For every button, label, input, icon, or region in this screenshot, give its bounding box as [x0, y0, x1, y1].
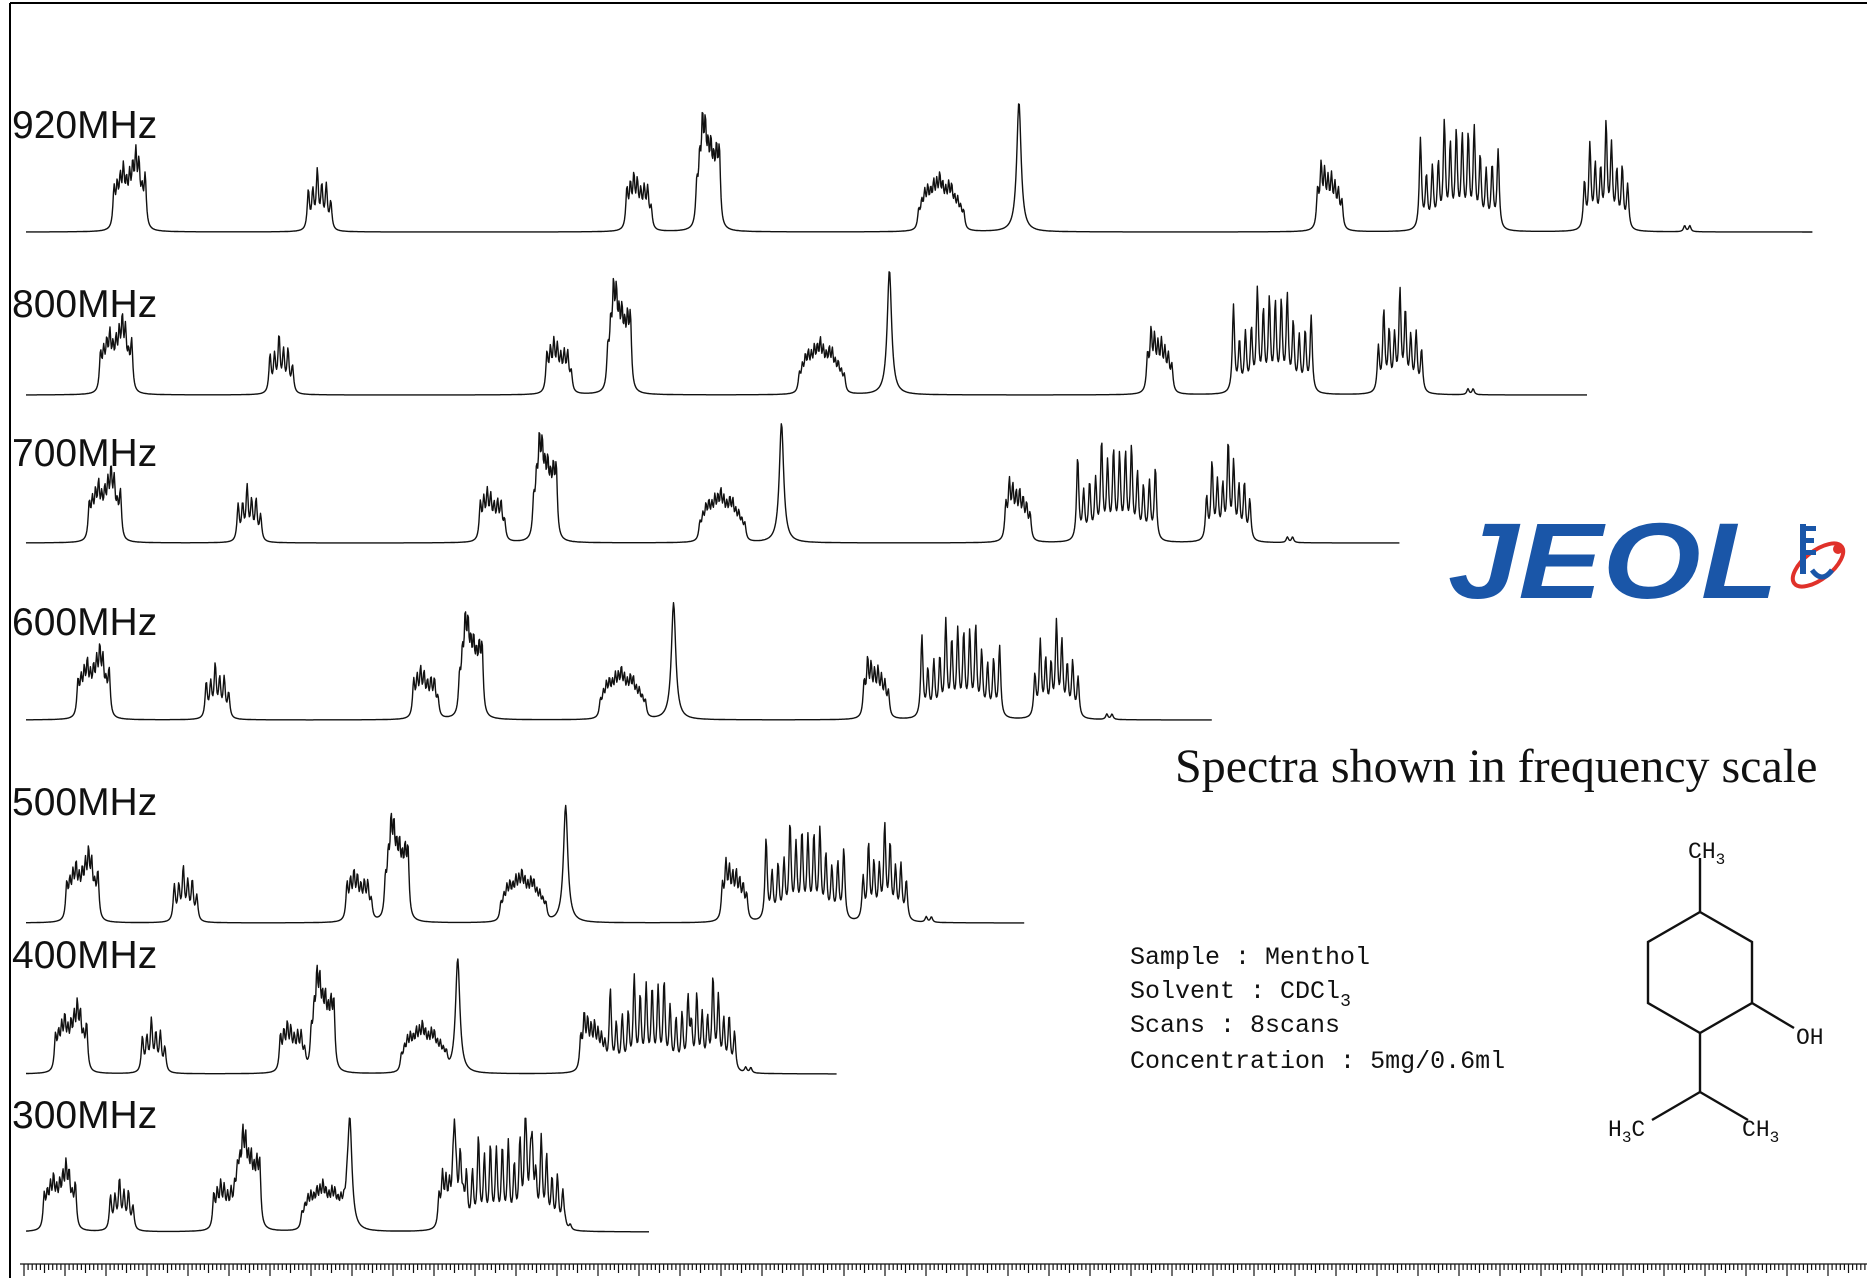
spectrum-trace-800mhz	[26, 271, 1587, 396]
sample-label: Sample	[1130, 943, 1220, 972]
jeol-logo: JEOL	[1448, 500, 1846, 621]
scans-label: Scans	[1130, 1011, 1205, 1040]
solvent-subscript: 3	[1340, 992, 1351, 1012]
frequency-label-500mhz: 500MHz	[12, 781, 157, 824]
spectrum-trace-300mhz	[26, 1117, 649, 1233]
jeol-logo-text: JEOL	[1448, 500, 1778, 621]
scans-value: 8scans	[1250, 1011, 1340, 1040]
solvent-value: CDCl	[1280, 977, 1340, 1006]
frequency-labels: 920MHz 800MHz 700MHz 600MHz 500MHz 400MHz 300M…	[12, 104, 157, 1137]
frequency-label-700mhz: 700MHz	[12, 432, 157, 475]
right-methyl-label: CH3	[1742, 1117, 1779, 1147]
caption-text: Spectra shown in frequency scale	[1175, 740, 1817, 793]
spectrum-trace-600mhz	[26, 602, 1212, 721]
top-methyl-label: CH3	[1688, 839, 1725, 869]
hydroxyl-bond	[1751, 1001, 1795, 1030]
frequency-label-400mhz: 400MHz	[12, 934, 157, 977]
frequency-axis	[20, 1263, 1867, 1276]
cyclohexane-ring	[1646, 910, 1754, 1035]
menthol-structure: CH3 OH H3C CH3	[1608, 839, 1824, 1147]
concentration-value: 5mg/0.6ml	[1370, 1047, 1505, 1076]
spectrum-trace-920mhz	[26, 103, 1813, 233]
frequency-label-300mhz: 300MHz	[12, 1094, 157, 1137]
isopropyl-left-bond	[1651, 1090, 1701, 1122]
spectrum-trace-500mhz	[26, 804, 1025, 924]
sample-line: Sample : Menthol	[1130, 943, 1370, 972]
sample-value: Menthol	[1265, 943, 1370, 972]
concentration-line: Concentration : 5mg/0.6ml	[1130, 1047, 1505, 1076]
jeol-emblem-icon	[1790, 524, 1846, 589]
solvent-line: Solvent : CDCl3	[1130, 977, 1351, 1012]
frequency-label-800mhz: 800MHz	[12, 283, 157, 326]
hydroxyl-label: OH	[1796, 1025, 1824, 1051]
concentration-label: Concentration	[1130, 1047, 1325, 1076]
spectra-stack	[25, 103, 1813, 1233]
frequency-label-600mhz: 600MHz	[12, 601, 157, 644]
isopropyl-right-bond	[1699, 1090, 1749, 1122]
spectrum-trace-400mhz	[26, 958, 837, 1075]
solvent-label: Solvent	[1130, 977, 1235, 1006]
scans-line: Scans : 8scans	[1130, 1011, 1340, 1040]
left-methyl-label: H3C	[1608, 1117, 1645, 1147]
frequency-label-920mhz: 920MHz	[12, 104, 157, 147]
spectrum-trace-700mhz	[25, 423, 1400, 544]
sample-info-block: Sample : Menthol Solvent : CDCl3 Scans :…	[1130, 943, 1505, 1076]
